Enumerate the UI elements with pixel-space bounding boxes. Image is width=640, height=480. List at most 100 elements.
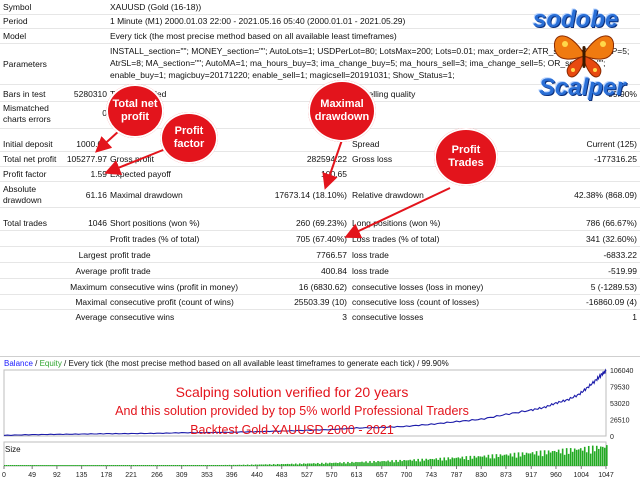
size-bar <box>535 451 538 466</box>
long-positions-value: 786 (66.67%) <box>585 218 637 228</box>
size-bar <box>323 463 325 466</box>
size-bar <box>541 456 544 466</box>
quality-label: Modelling quality <box>352 89 416 99</box>
size-bar <box>224 464 227 466</box>
chart-svg: 106040 79530 53020 26510 0 0 49 92 135 178 221 266 3… <box>2 368 633 479</box>
size-bar <box>146 465 149 466</box>
size-bar <box>222 465 225 466</box>
x-tick-label: 527 <box>301 472 313 479</box>
size-bar <box>70 465 72 466</box>
average-consecutive-losses-value: 1 <box>632 312 637 322</box>
size-bar <box>527 453 530 466</box>
maximal-consecutive-loss-value: -16860.09 (4) <box>585 297 637 307</box>
size-bar <box>246 464 249 466</box>
size-bar <box>66 465 68 466</box>
size-bar <box>78 465 80 466</box>
size-bar <box>296 464 299 466</box>
size-bar <box>565 448 568 466</box>
largest-loss-trade-label: loss trade <box>352 250 389 260</box>
x-tick-label: 92 <box>53 472 61 479</box>
size-bar <box>274 464 277 466</box>
chart-header-text: / Every tick (the most precise method ba… <box>61 359 449 368</box>
size-bar <box>405 460 407 466</box>
size-bar <box>290 463 293 466</box>
size-bar <box>46 465 48 466</box>
size-bar <box>172 465 175 466</box>
size-bar <box>62 465 64 466</box>
size-bar <box>50 465 52 466</box>
largest-profit-trade-label: profit trade <box>110 250 151 260</box>
x-tick-label: 917 <box>525 472 537 479</box>
size-bar <box>345 463 347 466</box>
size-bar <box>22 465 24 466</box>
size-bar <box>447 457 450 466</box>
size-bar <box>92 465 94 466</box>
size-bar <box>268 464 271 466</box>
maximal-drawdown-label: Maximal drawdown <box>110 190 183 200</box>
size-bar <box>30 465 32 466</box>
size-bar <box>210 465 213 466</box>
expected-payoff-label: Expected payoff <box>110 169 171 179</box>
size-bar <box>86 465 88 466</box>
size-bar <box>194 465 197 466</box>
size-bar <box>331 463 333 466</box>
absolute-drawdown-value: 61.16 <box>85 190 107 200</box>
size-bar <box>425 458 427 466</box>
size-bar <box>184 465 187 466</box>
size-bar <box>389 461 391 466</box>
size-bar <box>361 461 363 466</box>
size-bar <box>461 456 464 466</box>
size-bar <box>88 465 90 466</box>
size-bar <box>226 465 229 466</box>
size-bar <box>385 461 387 466</box>
size-bar <box>395 459 397 466</box>
size-bar <box>601 446 604 466</box>
size-bar <box>16 465 18 466</box>
size-bar <box>212 465 215 466</box>
size-bar <box>98 465 100 466</box>
gross-loss-value: -177316.25 <box>593 154 637 164</box>
maximal-consecutive-profit-label: consecutive profit (count of wins) <box>110 297 234 307</box>
size-bar <box>170 465 173 466</box>
x-tick-label: 178 <box>101 472 113 479</box>
long-positions-label: Long positions (won %) <box>352 218 441 228</box>
size-bar <box>244 465 247 466</box>
size-bar <box>347 461 349 466</box>
total-trades-value: 1046 <box>88 218 107 228</box>
max-consecutive-losses-label: consecutive losses (loss in money) <box>352 282 484 292</box>
size-bar <box>481 456 484 466</box>
balance-chart: Balance / Equity / Every tick (the most … <box>0 356 640 480</box>
period-label: Period <box>3 16 28 26</box>
size-bar <box>276 463 279 466</box>
size-bar <box>280 463 283 466</box>
size-bar <box>435 458 438 466</box>
size-bar <box>154 465 157 466</box>
size-bar <box>278 464 281 466</box>
x-tick-label: 440 <box>251 472 263 479</box>
chart-header: Balance / Equity / Every tick (the most … <box>4 358 449 369</box>
size-bar <box>18 465 20 466</box>
size-bar <box>307 463 309 466</box>
size-bar <box>188 465 191 466</box>
size-bar <box>325 462 327 466</box>
size-bar <box>270 464 273 466</box>
size-bar <box>305 463 307 466</box>
size-bar <box>419 461 421 466</box>
size-bar <box>487 454 490 466</box>
average-loss-trade-label: loss trade <box>352 266 389 276</box>
size-bar <box>214 465 217 466</box>
x-tick-label: 657 <box>376 472 388 479</box>
short-positions-value: 260 (69.23%) <box>295 218 347 228</box>
size-bar <box>495 454 498 466</box>
size-bar <box>391 460 393 466</box>
size-bar <box>579 448 582 466</box>
size-bar <box>216 465 219 466</box>
size-bar <box>48 465 50 466</box>
size-bar <box>539 450 542 466</box>
average-consecutive-wins-label: consecutive wins <box>110 312 175 322</box>
size-bar <box>499 454 502 466</box>
size-bar <box>28 465 30 466</box>
badge-profit-factor: Profit factor <box>160 112 218 164</box>
size-bar <box>561 448 564 466</box>
size-bar <box>585 452 588 466</box>
